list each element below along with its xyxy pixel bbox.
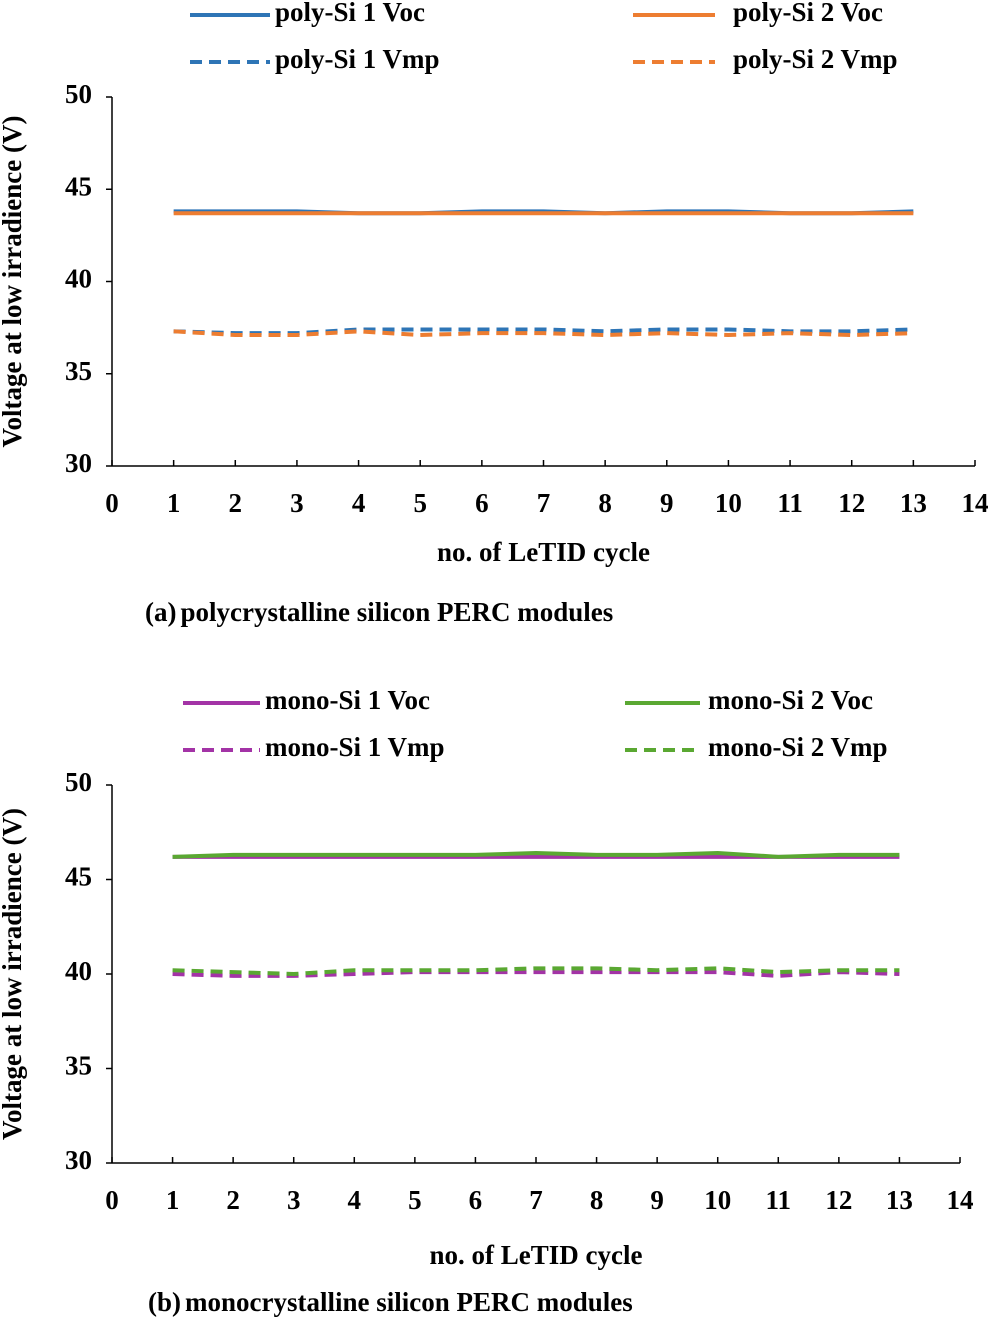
x-tick-label: 14 bbox=[947, 1185, 974, 1215]
x-tick-label: 4 bbox=[352, 488, 366, 518]
x-tick-label: 7 bbox=[537, 488, 551, 518]
x-tick-label: 1 bbox=[166, 1185, 180, 1215]
y-axis-label: Voltage at low irradience (V) bbox=[0, 116, 27, 448]
x-tick-label: 13 bbox=[886, 1185, 913, 1215]
x-tick-label: 2 bbox=[229, 488, 243, 518]
x-tick-label: 9 bbox=[660, 488, 674, 518]
y-tick-label: 35 bbox=[65, 1051, 92, 1081]
x-tick-label: 3 bbox=[290, 488, 304, 518]
caption-label: (b) bbox=[148, 1287, 181, 1317]
x-tick-label: 6 bbox=[469, 1185, 483, 1215]
y-tick-label: 30 bbox=[65, 448, 92, 478]
x-axis-label: no. of LeTID cycle bbox=[437, 537, 650, 567]
legend-label: mono-Si 1 Vmp bbox=[265, 732, 445, 762]
y-tick-label: 50 bbox=[65, 767, 92, 797]
y-tick-label: 45 bbox=[65, 862, 92, 892]
y-tick-label: 45 bbox=[65, 171, 92, 201]
x-tick-label: 6 bbox=[475, 488, 489, 518]
x-tick-label: 4 bbox=[348, 1185, 362, 1215]
caption: (b) monocrystalline silicon PERC modules bbox=[148, 1287, 633, 1317]
x-tick-label: 12 bbox=[825, 1185, 852, 1215]
legend-label: poly-Si 1 Vmp bbox=[275, 44, 440, 74]
x-tick-label: 8 bbox=[590, 1185, 604, 1215]
y-tick-label: 40 bbox=[65, 956, 92, 986]
x-tick-label: 12 bbox=[838, 488, 865, 518]
series-line bbox=[173, 329, 914, 338]
y-tick-label: 50 bbox=[65, 79, 92, 109]
x-tick-label: 7 bbox=[529, 1185, 543, 1215]
caption-text: polycrystalline silicon PERC modules bbox=[180, 597, 613, 627]
x-tick-label: 8 bbox=[598, 488, 612, 518]
y-tick-label: 35 bbox=[65, 356, 92, 386]
x-tick-label: 14 bbox=[962, 488, 989, 518]
y-tick-label: 30 bbox=[65, 1145, 92, 1175]
y-tick-label: 40 bbox=[65, 264, 92, 294]
x-tick-label: 13 bbox=[900, 488, 927, 518]
x-axis-label: no. of LeTID cycle bbox=[430, 1240, 643, 1270]
x-tick-label: 10 bbox=[715, 488, 742, 518]
legend-label: mono-Si 1 Voc bbox=[265, 685, 430, 715]
caption-text: monocrystalline silicon PERC modules bbox=[185, 1287, 633, 1317]
legend-label: poly-Si 1 Voc bbox=[275, 0, 425, 27]
x-tick-label: 11 bbox=[777, 488, 803, 518]
x-tick-label: 11 bbox=[766, 1185, 792, 1215]
y-axis-label: Voltage at low irradience (V) bbox=[0, 808, 27, 1140]
x-tick-label: 5 bbox=[413, 488, 427, 518]
legend-label: mono-Si 2 Vmp bbox=[708, 732, 888, 762]
legend-label: poly-Si 2 Vmp bbox=[733, 44, 898, 74]
x-tick-label: 1 bbox=[167, 488, 181, 518]
legend-label: mono-Si 2 Voc bbox=[708, 685, 873, 715]
x-tick-label: 0 bbox=[105, 488, 119, 518]
x-tick-label: 2 bbox=[226, 1185, 240, 1215]
series-line bbox=[172, 851, 900, 859]
caption-label: (a) bbox=[145, 597, 176, 627]
x-tick-label: 3 bbox=[287, 1185, 301, 1215]
caption: (a) polycrystalline silicon PERC modules bbox=[145, 597, 613, 627]
x-tick-label: 0 bbox=[105, 1185, 119, 1215]
series-line bbox=[172, 966, 900, 977]
x-tick-label: 5 bbox=[408, 1185, 422, 1215]
x-tick-label: 9 bbox=[650, 1185, 664, 1215]
x-tick-label: 10 bbox=[704, 1185, 731, 1215]
legend-label: poly-Si 2 Voc bbox=[733, 0, 883, 27]
